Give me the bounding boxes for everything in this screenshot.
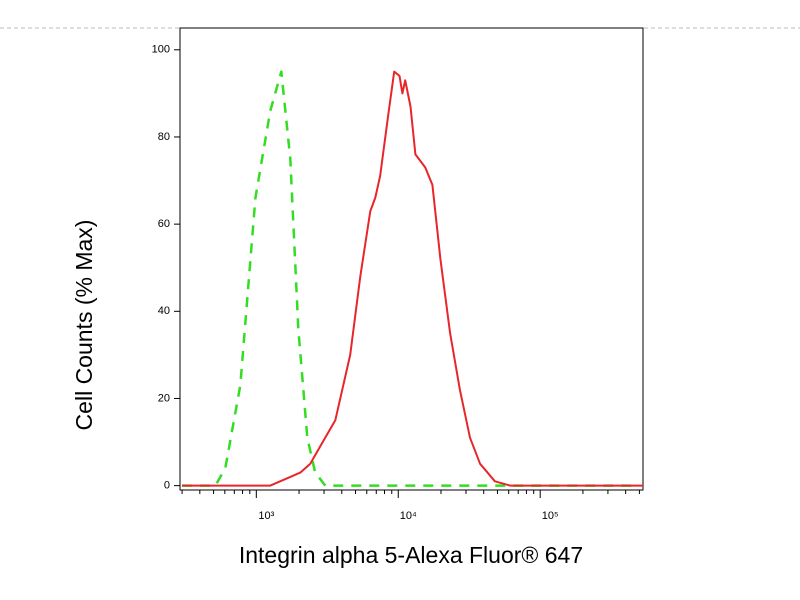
y-axis-label: Cell Counts (% Max) (71, 220, 97, 431)
x-axis-label: Integrin alpha 5-Alexa Fluor® 647 (239, 542, 583, 568)
y-tick-label: 40 (158, 305, 170, 317)
y-tick-label: 60 (158, 218, 170, 230)
x-tick-label: 10⁵ (542, 510, 559, 522)
x-tick-label: 10⁴ (400, 510, 417, 522)
histogram-line (182, 70, 643, 487)
y-tick-label: 80 (158, 131, 170, 143)
y-tick-label: 100 (152, 44, 170, 56)
histogram-line (182, 70, 640, 487)
y-tick-label: 0 (164, 480, 170, 492)
plot-frame (179, 27, 644, 491)
y-tick-label: 20 (158, 392, 170, 404)
x-tick-label: 10³ (258, 510, 274, 522)
